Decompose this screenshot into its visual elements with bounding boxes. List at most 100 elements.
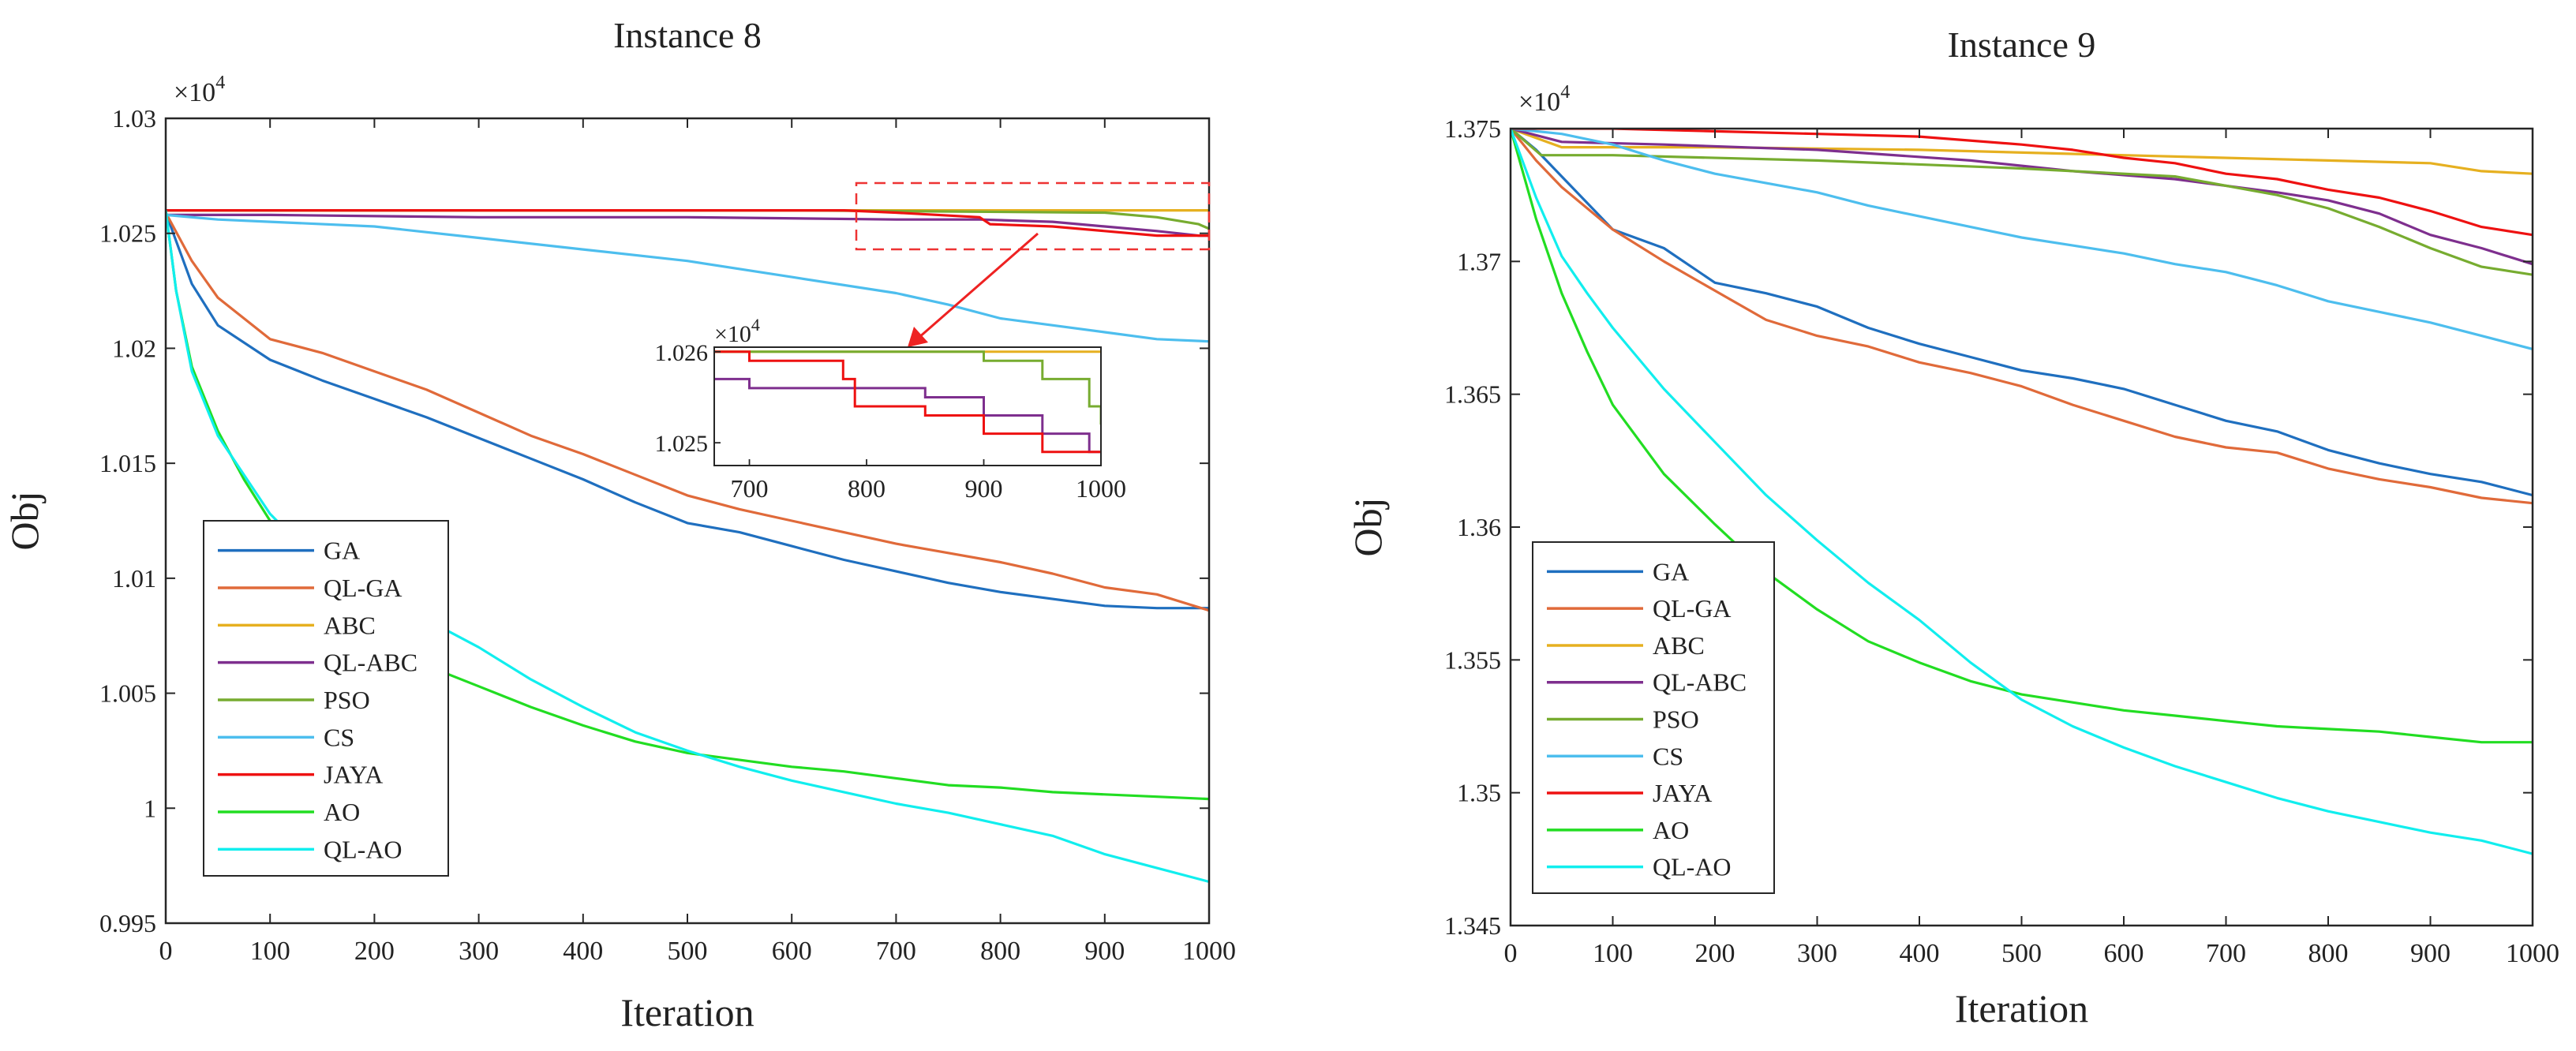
x-tick-label: 900	[2410, 939, 2451, 968]
legend-label-ql-abc: QL-ABC	[1653, 668, 1747, 697]
y-axis-label: Obj	[1346, 498, 1390, 557]
axis-exponent-label: ×104	[174, 73, 225, 107]
series-line-cs	[1511, 129, 2533, 350]
x-tick-label: 1000	[1182, 937, 1236, 966]
legend-label-jaya: JAYA	[324, 761, 383, 789]
y-tick-label: 1.365	[1444, 380, 1501, 409]
inset-y-tick-label: 1.025	[655, 431, 709, 457]
y-tick-label: 1.025	[99, 219, 156, 248]
legend-label-abc: ABC	[1653, 631, 1705, 660]
legend-label-pso: PSO	[1653, 705, 1699, 734]
inset-x-tick-label: 800	[848, 474, 886, 503]
inset-series-line-ql-abc	[714, 377, 1101, 454]
y-tick-label: 1.02	[112, 334, 156, 362]
x-tick-label: 400	[1900, 939, 1940, 968]
x-tick-label: 600	[772, 937, 812, 966]
legend-label-ql-ao: QL-AO	[1653, 853, 1732, 881]
x-axis: 0 100 200 300 400 500 600 700 800 900 1000	[1504, 129, 2559, 968]
zoom-arrow-line	[918, 232, 1039, 339]
legend-label-ga: GA	[324, 537, 360, 565]
zoom-region-marker	[855, 181, 1211, 251]
y-tick-label: 1.03	[112, 104, 156, 133]
y-axis: 1.345 1.35 1.355 1.36 1.365 1.37 1.375	[1444, 114, 2533, 940]
y-tick-label: 1.375	[1444, 114, 1501, 143]
y-tick-label: 1.345	[1444, 911, 1501, 940]
x-tick-label: 400	[563, 937, 603, 966]
x-tick-label: 900	[1084, 937, 1125, 966]
series-line-jaya	[1511, 129, 2533, 237]
series-line-ql-ao	[166, 210, 1209, 884]
y-tick-label: 1.01	[112, 564, 156, 593]
legend-label-ga: GA	[1653, 557, 1689, 585]
legend-label-pso: PSO	[324, 686, 370, 714]
inset-y-tick-label: 1.026	[655, 340, 709, 366]
legend-label-ql-ga: QL-GA	[1653, 594, 1732, 623]
legend-label-ql-ga: QL-GA	[324, 574, 402, 602]
series-line-ql-abc	[1511, 129, 2533, 266]
legend-label-abc: ABC	[324, 611, 376, 639]
x-tick-label: 700	[876, 937, 916, 966]
inset-series-line-pso	[714, 350, 1101, 425]
series-group	[1511, 129, 2533, 855]
chart-title: Instance 8	[613, 15, 762, 55]
legend-box	[1532, 541, 1775, 894]
legend-label-ao: AO	[324, 798, 360, 826]
x-tick-label: 600	[2104, 939, 2144, 968]
y-axis-label: Obj	[2, 492, 47, 551]
legend-label-cs: CS	[1653, 742, 1683, 770]
y-tick-label: 1.355	[1444, 645, 1501, 674]
legend-label-ql-ao: QL-AO	[324, 835, 402, 863]
series-line-abc	[1511, 129, 2533, 175]
x-tick-label: 200	[354, 937, 395, 966]
y-tick-label: 0.995	[99, 909, 156, 937]
series-line-ao	[166, 210, 1209, 801]
series-line-pso	[1511, 129, 2533, 276]
x-tick-label: 700	[2206, 939, 2246, 968]
y-tick-label: 1.005	[99, 679, 156, 708]
legend-label-ao: AO	[1653, 816, 1689, 844]
series-line-ql-ao	[1511, 129, 2533, 855]
x-tick-label: 800	[980, 937, 1020, 966]
series-line-ql-ga	[1511, 129, 2533, 505]
legend-label-cs: CS	[324, 723, 354, 751]
y-tick-label: 1.36	[1457, 513, 1501, 541]
legend-box	[203, 520, 449, 877]
x-tick-label: 300	[459, 937, 499, 966]
x-tick-label: 200	[1695, 939, 1735, 968]
series-group	[166, 209, 1209, 884]
series-line-ga	[166, 211, 1209, 610]
x-tick-label: 100	[1593, 939, 1633, 968]
legend-label-jaya: JAYA	[1653, 779, 1712, 807]
inset-exponent-label: ×104	[714, 315, 760, 347]
x-tick-label: 500	[668, 937, 708, 966]
x-tick-label: 0	[1504, 939, 1518, 968]
axis-exponent-power: 4	[1560, 82, 1570, 103]
y-tick-label: 1.015	[99, 449, 156, 477]
x-tick-label: 100	[250, 937, 290, 966]
x-tick-label: 0	[159, 937, 173, 966]
x-axis-label: Iteration	[620, 990, 754, 1034]
series-line-ql-ga	[166, 211, 1209, 612]
zoom-arrow-head	[908, 327, 928, 347]
inset-zoom-panel: 700 800 900 1000 1.025 1.026×104	[655, 181, 1211, 503]
legend: GA QL-GA ABC QL-ABC PSO CS JAYA AO QL-AO	[1532, 541, 1775, 894]
y-tick-label: 1.35	[1457, 779, 1501, 807]
inset-x-tick-label: 900	[965, 474, 1003, 503]
y-tick-label: 1	[144, 794, 156, 822]
series-line-cs	[166, 213, 1209, 343]
x-axis: 0 100 200 300 400 500 600 700 800 900 1000	[159, 118, 1236, 966]
chart-panel-1: Instance 80 100 200 300 400 500 600 700 800 900 10…	[2, 15, 1236, 1034]
inset-frame	[713, 346, 1102, 466]
inset-x-tick-label: 1000	[1076, 474, 1126, 503]
inset-x-tick-label: 700	[731, 474, 769, 503]
y-axis: 0.995 1 1.005 1.01 1.015 1.02 1.025 1.03	[99, 104, 1209, 937]
axis-exponent-power: 4	[215, 73, 225, 93]
x-tick-label: 500	[2001, 939, 2042, 968]
series-line-ga	[1511, 129, 2533, 497]
chart-panel-2: Instance 9 0 100 200 300 400 500 600 700 800 900 10…	[1346, 24, 2559, 1030]
legend-label-ql-abc: QL-ABC	[324, 649, 417, 677]
x-axis-label: Iteration	[1955, 986, 2088, 1030]
legend: GA QL-GA ABC QL-ABC PSO CS JAYA AO QL-AO	[203, 520, 449, 877]
